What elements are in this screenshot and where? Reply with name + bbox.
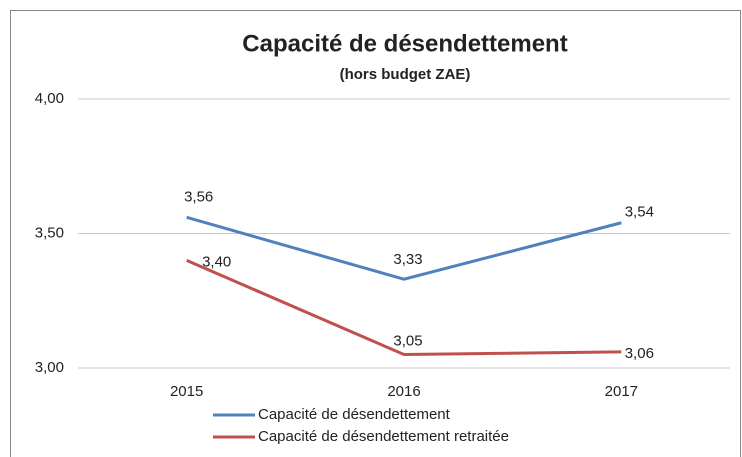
legend-label: Capacité de désendettement	[258, 406, 451, 423]
data-label: 3,56	[184, 188, 213, 205]
chart-subtitle: (hors budget ZAE)	[340, 66, 471, 83]
series-line	[186, 215, 622, 281]
chart-title: Capacité de désendettement	[242, 30, 567, 57]
x-tick-label: 2017	[605, 383, 638, 400]
data-label: 3,54	[625, 204, 654, 221]
data-label: 3,40	[202, 253, 231, 270]
y-tick-label: 3,00	[35, 359, 64, 376]
x-tick-label: 2015	[170, 383, 203, 400]
data-label: 3,06	[625, 345, 654, 362]
x-tick-label: 2016	[387, 383, 420, 400]
data-label: 3,05	[393, 333, 422, 350]
y-tick-label: 3,50	[35, 224, 64, 241]
series-line	[186, 259, 622, 357]
y-tick-label: 4,00	[35, 90, 64, 107]
data-label: 3,33	[393, 251, 422, 268]
legend-label: Capacité de désendettement retraitée	[258, 428, 509, 445]
